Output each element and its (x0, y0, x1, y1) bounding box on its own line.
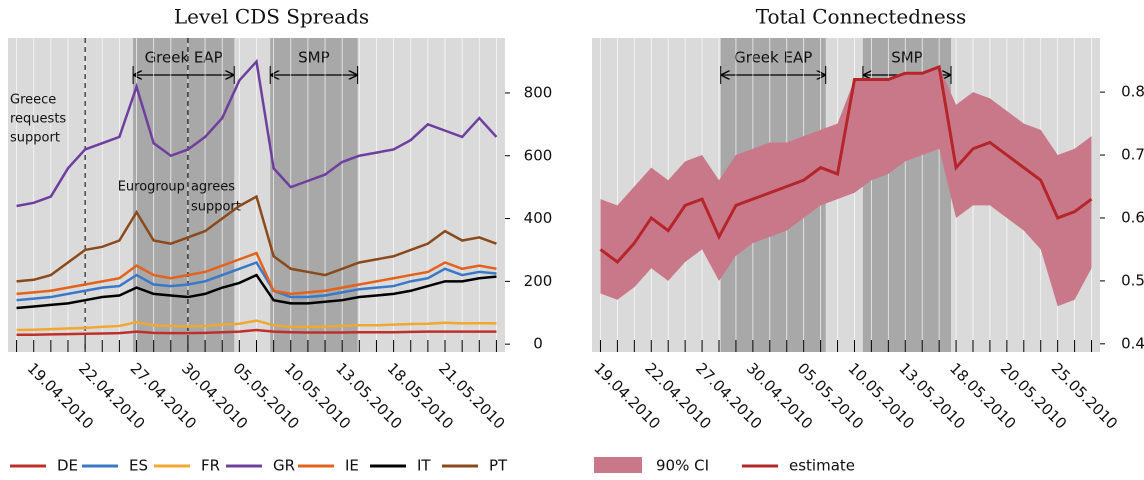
series-line (16, 273, 497, 310)
series-line (16, 260, 497, 302)
legend-label: 90% CI (656, 457, 709, 475)
y-tick-label: 0.4 (1121, 334, 1144, 352)
legend-label: DE (57, 457, 78, 475)
legend-label: PT (489, 457, 508, 475)
annotation: support (191, 200, 241, 215)
series-line (16, 251, 497, 296)
region-label: SMP (891, 49, 923, 67)
y-tick-label: 400 (524, 209, 553, 227)
region-label: Greek EAP (734, 49, 812, 67)
legend-label: FR (201, 457, 220, 475)
legend-label: GR (273, 457, 295, 475)
shaded-region (133, 38, 235, 352)
y-tick-label: 0.8 (1121, 83, 1144, 101)
y-tick-label: 600 (524, 146, 553, 164)
legend-label: ES (129, 457, 148, 475)
series-line (16, 58, 498, 208)
chart-title: Total Connectedness (756, 5, 967, 29)
series-line (16, 319, 497, 332)
y-tick-label: 200 (524, 272, 553, 290)
ci-band (600, 66, 1092, 307)
annotation: Greece (10, 93, 56, 108)
region-label: SMP (298, 49, 330, 67)
series-line (16, 328, 497, 336)
chart-title: Level CDS Spreads (174, 5, 369, 29)
annotation: Eurogroup (118, 180, 185, 195)
annotation: support (10, 131, 60, 146)
y-tick-label: 800 (524, 83, 553, 101)
legend-label: IT (417, 457, 431, 475)
legend-swatch (594, 457, 642, 473)
y-tick-label: 0.6 (1121, 208, 1144, 226)
series-line (599, 64, 1093, 265)
annotation: requests (10, 112, 66, 127)
annotation: agrees (191, 180, 235, 195)
legend-label: estimate (789, 457, 855, 475)
y-tick-label: 0.5 (1121, 271, 1144, 289)
legend-label: IE (345, 457, 359, 475)
y-tick-label: 0.7 (1121, 146, 1144, 164)
region-label: Greek EAP (145, 49, 223, 67)
y-tick-label: 0 (533, 335, 543, 353)
shaded-region (270, 38, 358, 352)
series-line (16, 194, 497, 283)
